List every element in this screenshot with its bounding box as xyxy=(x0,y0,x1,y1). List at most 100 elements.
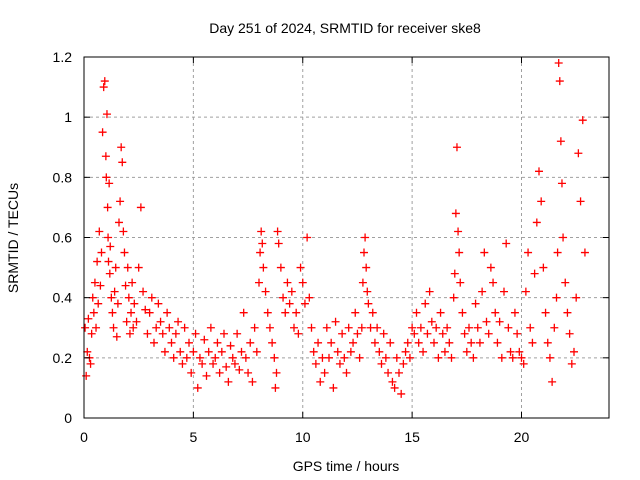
data-point xyxy=(217,347,226,356)
data-point xyxy=(578,116,587,125)
data-point xyxy=(379,329,388,338)
data-point xyxy=(220,329,228,338)
data-point xyxy=(338,329,347,338)
data-point xyxy=(174,317,183,326)
data-point xyxy=(261,287,270,296)
data-point xyxy=(130,299,139,308)
data-point xyxy=(552,293,561,302)
data-point xyxy=(362,263,371,272)
data-point xyxy=(346,347,355,356)
data-point xyxy=(147,293,156,302)
data-point xyxy=(105,269,114,278)
data-point xyxy=(360,248,368,257)
data-point xyxy=(222,362,231,371)
data-point xyxy=(370,338,379,347)
data-point xyxy=(110,287,119,296)
data-point xyxy=(450,269,459,278)
data-point xyxy=(93,257,102,266)
data-point xyxy=(124,293,133,302)
data-point xyxy=(106,242,115,251)
data-point xyxy=(191,329,200,338)
data-point xyxy=(120,248,129,257)
data-point xyxy=(574,149,583,158)
data-point xyxy=(244,368,253,377)
data-point xyxy=(561,278,570,287)
data-point xyxy=(358,278,367,287)
data-point xyxy=(143,329,152,338)
data-point xyxy=(427,317,436,326)
data-point xyxy=(397,389,406,398)
data-point xyxy=(100,77,109,86)
data-point xyxy=(104,257,113,266)
data-point xyxy=(104,233,113,242)
x-tick-label: 10 xyxy=(295,429,311,445)
data-point xyxy=(125,329,134,338)
data-point xyxy=(92,323,101,332)
data-point xyxy=(211,353,220,362)
y-tick-label: 0.8 xyxy=(53,169,73,185)
data-point xyxy=(107,293,116,302)
data-point xyxy=(408,323,417,332)
data-point xyxy=(296,263,305,272)
data-point xyxy=(344,323,353,332)
data-point xyxy=(381,353,390,362)
data-point xyxy=(576,197,585,206)
data-point xyxy=(150,338,158,347)
data-point xyxy=(504,323,513,332)
data-point xyxy=(553,248,562,257)
data-point xyxy=(98,128,107,137)
data-point xyxy=(467,338,476,347)
data-point xyxy=(508,353,517,362)
data-point xyxy=(473,323,482,332)
data-point xyxy=(134,263,143,272)
data-point xyxy=(241,353,250,362)
y-tick-label: 0.6 xyxy=(53,230,73,246)
data-point xyxy=(97,248,106,257)
data-point xyxy=(178,359,187,368)
data-point xyxy=(502,239,511,248)
data-point xyxy=(368,308,377,317)
data-point xyxy=(327,338,336,347)
x-tick-label: 20 xyxy=(514,429,530,445)
data-point xyxy=(274,239,283,248)
data-point xyxy=(430,338,438,347)
data-point xyxy=(290,323,298,332)
data-point xyxy=(390,383,399,392)
data-point xyxy=(167,338,176,347)
data-point xyxy=(537,197,546,206)
data-point xyxy=(555,77,564,86)
data-point xyxy=(233,329,242,338)
data-point xyxy=(314,338,323,347)
data-point xyxy=(436,308,445,317)
data-point xyxy=(90,278,99,287)
data-point xyxy=(556,137,565,146)
data-point xyxy=(425,287,434,296)
data-point xyxy=(351,308,360,317)
x-tick-label: 15 xyxy=(404,429,420,445)
data-point xyxy=(111,263,120,272)
data-point xyxy=(384,368,393,377)
x-axis-label: GPS time / hours xyxy=(293,458,400,474)
data-point xyxy=(535,167,543,176)
data-point xyxy=(462,347,471,356)
data-point xyxy=(128,278,137,287)
data-point xyxy=(182,353,191,362)
data-point xyxy=(401,347,410,356)
data-point xyxy=(160,347,169,356)
data-point xyxy=(112,332,121,341)
data-point xyxy=(548,377,557,386)
data-point xyxy=(259,263,268,272)
data-point xyxy=(271,383,280,392)
data-point xyxy=(320,368,329,377)
data-point xyxy=(475,338,484,347)
data-point xyxy=(545,353,554,362)
data-point xyxy=(258,239,267,248)
data-point xyxy=(279,293,288,302)
data-point xyxy=(532,218,541,227)
data-point xyxy=(447,353,456,362)
data-point xyxy=(89,308,98,317)
data-point xyxy=(572,293,581,302)
data-point xyxy=(176,347,185,356)
data-point xyxy=(113,299,122,308)
data-point xyxy=(456,278,465,287)
